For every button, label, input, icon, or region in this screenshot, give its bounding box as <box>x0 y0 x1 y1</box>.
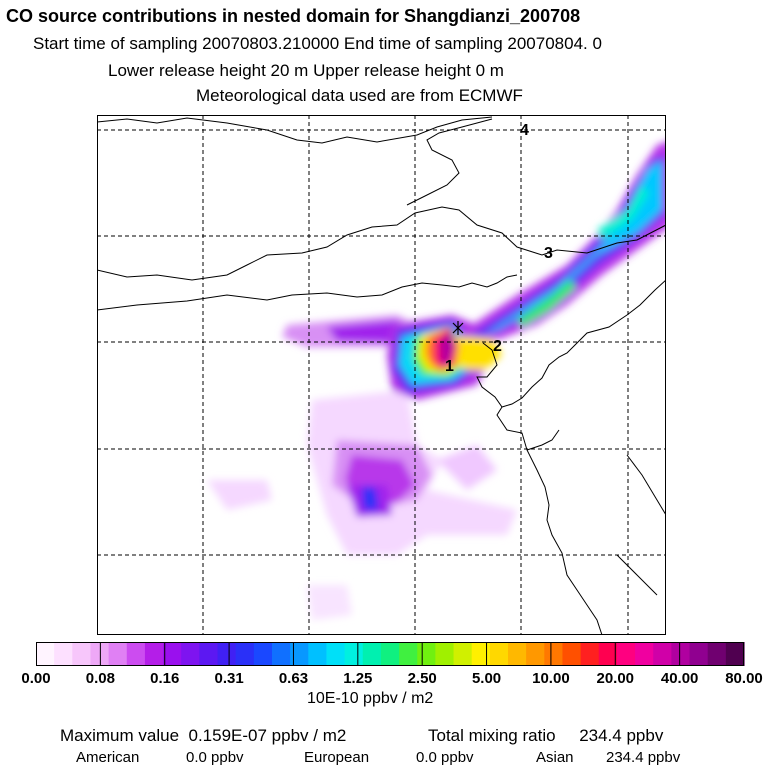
color-scale-cell <box>453 642 473 666</box>
mixing-ratio-label: Total mixing ratio <box>428 726 556 745</box>
region-european-value: 0.0 ppbv <box>416 749 474 766</box>
color-scale-bar <box>36 642 745 666</box>
color-scale-cell <box>72 642 92 666</box>
color-scale-cell <box>272 642 291 666</box>
color-scale-cell <box>326 642 346 666</box>
map-frame <box>97 115 666 635</box>
color-scale-cell <box>616 642 636 666</box>
color-scale-cell <box>725 642 745 666</box>
meteorological-data-note: Meteorological data used are from ECMWF <box>196 86 523 105</box>
color-scale-cell <box>635 642 654 666</box>
color-scale-tick-label: 80.00 <box>725 670 763 687</box>
lat-lon-grid <box>97 115 666 635</box>
color-scale-cell <box>399 642 418 666</box>
sampling-times: Start time of sampling 20070803.210000 E… <box>33 34 602 53</box>
coastlines <box>97 116 666 635</box>
color-scale-cell <box>54 642 73 666</box>
color-scale-cell <box>508 642 527 666</box>
color-scale-tick-label: 0.16 <box>150 670 180 687</box>
release-heights: Lower release height 20 m Upper release … <box>108 61 504 80</box>
color-scale-cell <box>598 642 618 666</box>
contribution-field <box>207 142 666 620</box>
color-scale-tick-label: 5.00 <box>471 670 502 687</box>
color-scale-cell <box>90 642 110 666</box>
color-scale-cell <box>235 642 255 666</box>
color-scale-cell <box>199 642 219 666</box>
color-scale-cell <box>526 642 545 666</box>
color-scale-cell <box>144 642 164 666</box>
region-asian-label: Asian <box>536 749 574 766</box>
max-value-label: Maximum value <box>60 726 180 745</box>
color-scale-cell <box>362 642 382 666</box>
color-scale-cell <box>489 642 509 666</box>
plot-title: CO source contributions in nested domain… <box>6 6 581 26</box>
region-american-value: 0.0 ppbv <box>186 749 244 766</box>
color-scale-cell <box>36 642 55 666</box>
receptor-marker <box>452 321 464 335</box>
color-scale-cell <box>544 642 564 666</box>
color-scale-cell <box>163 642 182 666</box>
color-scale-tick-label: 2.50 <box>407 670 437 687</box>
total-mixing-ratio-line: Total mixing ratio 234.4 ppbv <box>428 726 663 746</box>
color-scale-tick-label: 10.00 <box>532 670 570 687</box>
region-american-label: American <box>76 749 140 766</box>
color-scale-cell <box>580 642 600 666</box>
color-scale-cell <box>417 642 436 666</box>
color-scale-cell <box>471 642 491 666</box>
mixing-ratio-value: 234.4 ppbv <box>579 726 664 745</box>
color-scale-cell <box>308 642 328 666</box>
color-scale-tick-label: 0.08 <box>85 670 115 687</box>
color-scale-cell <box>435 642 455 666</box>
color-scale-tick-label: 0.00 <box>21 670 51 687</box>
color-scale-cell <box>181 642 200 666</box>
color-scale-cell <box>707 642 727 666</box>
path-label-2: 2 <box>493 338 502 355</box>
region-european-label: European <box>304 749 370 766</box>
path-label-1: 1 <box>445 358 454 375</box>
region-asian-value: 234.4 ppbv <box>606 749 681 766</box>
max-value: 0.159E-07 ppbv / m2 <box>188 726 347 745</box>
color-scale-cell <box>671 642 691 666</box>
color-scale-cell <box>253 642 273 666</box>
color-scale-cell <box>653 642 672 666</box>
color-scale-cell <box>126 642 146 666</box>
color-scale-tick-label: 1.25 <box>343 670 373 687</box>
color-scale-tick-label: 40.00 <box>660 670 699 687</box>
color-scale-cell <box>380 642 400 666</box>
color-scale-cell <box>108 642 128 666</box>
color-scale-cell <box>689 642 709 666</box>
color-scale-tick-label: 0.31 <box>214 670 244 687</box>
color-scale-tick-label: 0.63 <box>278 670 309 687</box>
color-scale-units: 10E-10 ppbv / m2 <box>307 690 434 707</box>
maximum-value-line: Maximum value 0.159E-07 ppbv / m2 <box>60 726 346 746</box>
color-scale-cell <box>217 642 237 666</box>
path-label-3: 3 <box>544 245 553 262</box>
color-scale-tick-label: 20.00 <box>596 670 635 687</box>
path-label-4: 4 <box>520 122 529 139</box>
color-scale-cell <box>344 642 364 666</box>
contribution-map: 1 2 3 4 <box>97 115 666 635</box>
color-scale-cell <box>290 642 309 666</box>
color-scale-cell <box>562 642 582 666</box>
